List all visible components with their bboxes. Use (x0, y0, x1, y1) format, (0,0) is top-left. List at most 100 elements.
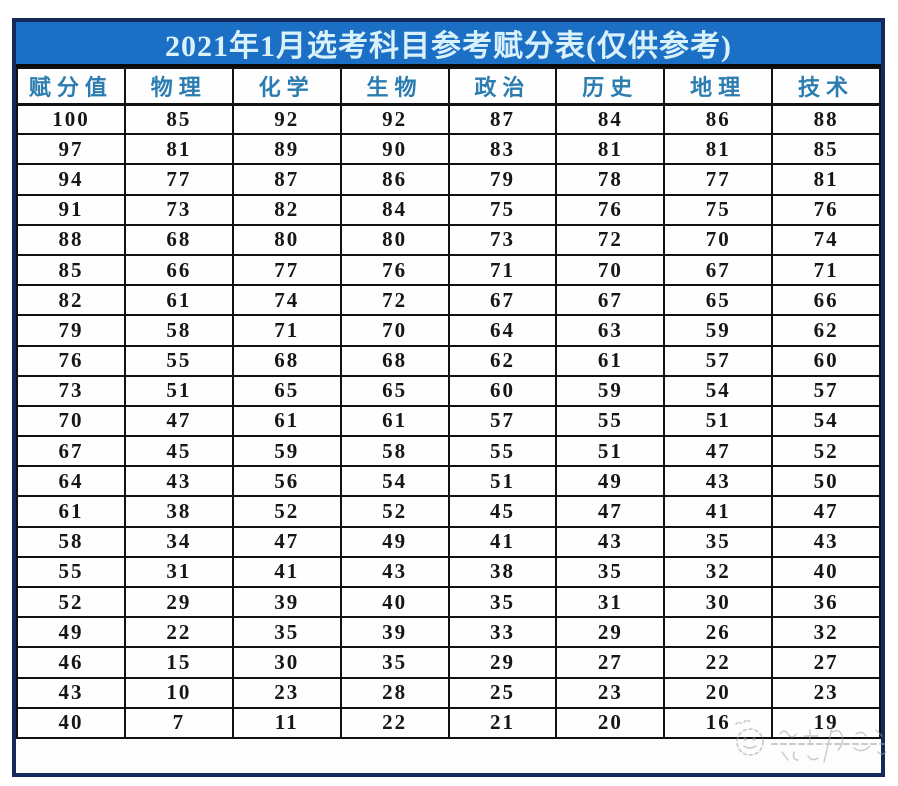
subject-score-cell: 54 (771, 404, 881, 438)
subject-score-cell: 20 (663, 676, 774, 709)
subject-score-cell: 72 (339, 284, 450, 317)
subject-score-cell: 87 (447, 102, 558, 136)
subject-score-cell: 65 (231, 374, 342, 407)
score-table-body: 100 85 92 92 87 84 86 88 97 81 89 90 83 81 81 85 94 77 87 8… (16, 102, 881, 739)
subject-score-cell: 67 (663, 253, 774, 287)
assigned-score-cell: 49 (16, 616, 126, 649)
subject-score-cell: 40 (339, 585, 450, 619)
subject-score-cell: 52 (339, 495, 450, 528)
subject-score-cell: 60 (447, 374, 558, 407)
subject-score-cell: 20 (555, 706, 666, 739)
subject-score-cell: 81 (663, 133, 774, 166)
assigned-score-cell: 85 (16, 253, 126, 287)
subject-score-cell: 88 (771, 102, 881, 136)
subject-score-cell: 65 (663, 284, 774, 317)
subject-score-cell: 27 (555, 646, 666, 679)
subject-score-cell: 35 (447, 585, 558, 619)
table-row: 91 73 82 84 75 76 75 76 (16, 193, 881, 226)
subject-score-cell: 10 (123, 676, 234, 709)
subject-score-cell: 76 (339, 253, 450, 287)
subject-score-cell: 71 (447, 253, 558, 287)
subject-score-cell: 41 (447, 525, 558, 558)
subject-score-cell: 73 (447, 223, 558, 256)
subject-score-cell: 71 (231, 314, 342, 347)
subject-score-cell: 54 (663, 374, 774, 407)
table-row: 46 15 30 35 29 27 22 27 (16, 646, 881, 679)
score-conversion-table: 赋分值 物理 化学 生物 政治 历史 地理 技术 100 85 92 92 87 84 86… (16, 67, 881, 739)
subject-score-cell: 75 (663, 193, 774, 226)
subject-score-cell: 47 (555, 495, 666, 528)
subject-score-cell: 34 (123, 525, 234, 558)
subject-score-cell: 60 (771, 344, 881, 377)
subject-score-cell: 62 (771, 314, 881, 347)
subject-score-cell: 85 (771, 133, 881, 166)
subject-score-cell: 81 (123, 133, 234, 166)
subject-score-cell: 25 (447, 676, 558, 709)
subject-score-cell: 55 (447, 435, 558, 468)
subject-score-cell: 49 (339, 525, 450, 558)
subject-score-cell: 76 (555, 193, 666, 226)
subject-score-cell: 70 (663, 223, 774, 256)
subject-score-cell: 43 (663, 465, 774, 498)
subject-score-cell: 57 (447, 404, 558, 438)
subject-score-cell: 68 (231, 344, 342, 377)
subject-score-cell: 81 (555, 133, 666, 166)
subject-score-cell: 61 (339, 404, 450, 438)
table-row: 70 47 61 61 57 55 51 54 (16, 404, 881, 438)
subject-score-cell: 35 (663, 525, 774, 558)
subject-score-cell: 49 (555, 465, 666, 498)
subject-score-cell: 19 (771, 706, 881, 739)
subject-score-cell: 27 (771, 646, 881, 679)
subject-score-cell: 87 (231, 163, 342, 196)
column-header-chemistry: 化学 (231, 67, 342, 106)
subject-score-cell: 51 (123, 374, 234, 407)
subject-score-cell: 40 (771, 555, 881, 589)
subject-score-cell: 79 (447, 163, 558, 196)
subject-score-cell: 43 (771, 525, 881, 558)
assigned-score-cell: 97 (16, 133, 126, 166)
assigned-score-cell: 82 (16, 284, 126, 317)
assigned-score-cell: 46 (16, 646, 126, 679)
subject-score-cell: 29 (447, 646, 558, 679)
subject-score-cell: 33 (447, 616, 558, 649)
subject-score-cell: 47 (231, 525, 342, 558)
subject-score-cell: 36 (771, 585, 881, 619)
subject-score-cell: 70 (555, 253, 666, 287)
assigned-score-cell: 73 (16, 374, 126, 407)
subject-score-cell: 67 (447, 284, 558, 317)
subject-score-cell: 65 (339, 374, 450, 407)
subject-score-cell: 26 (663, 616, 774, 649)
subject-score-cell: 51 (447, 465, 558, 498)
subject-score-cell: 52 (771, 435, 881, 468)
subject-score-cell: 68 (123, 223, 234, 256)
subject-score-cell: 47 (771, 495, 881, 528)
subject-score-cell: 57 (771, 374, 881, 407)
header-row: 赋分值 物理 化学 生物 政治 历史 地理 技术 (16, 67, 881, 106)
subject-score-cell: 58 (123, 314, 234, 347)
subject-score-cell: 74 (771, 223, 881, 256)
assigned-score-cell: 61 (16, 495, 126, 528)
subject-score-cell: 45 (447, 495, 558, 528)
table-row: 64 43 56 54 51 49 43 50 (16, 465, 881, 498)
assigned-score-cell: 40 (16, 706, 126, 739)
table-row: 76 55 68 68 62 61 57 60 (16, 344, 881, 377)
subject-score-cell: 56 (231, 465, 342, 498)
subject-score-cell: 83 (447, 133, 558, 166)
column-header-score: 赋分值 (16, 67, 126, 106)
subject-score-cell: 55 (123, 344, 234, 377)
subject-score-cell: 43 (339, 555, 450, 589)
table-row: 82 61 74 72 67 67 65 66 (16, 284, 881, 317)
subject-score-cell: 59 (663, 314, 774, 347)
score-table-frame: 2021年1月选考科目参考赋分表(仅供参考) 赋分值 物理 化学 生物 政治 历… (12, 18, 885, 777)
column-header-history: 历史 (555, 67, 666, 106)
subject-score-cell: 31 (555, 585, 666, 619)
subject-score-cell: 62 (447, 344, 558, 377)
subject-score-cell: 63 (555, 314, 666, 347)
subject-score-cell: 77 (123, 163, 234, 196)
subject-score-cell: 47 (123, 404, 234, 438)
subject-score-cell: 52 (231, 495, 342, 528)
subject-score-cell: 77 (663, 163, 774, 196)
assigned-score-cell: 67 (16, 435, 126, 468)
subject-score-cell: 74 (231, 284, 342, 317)
subject-score-cell: 21 (447, 706, 558, 739)
